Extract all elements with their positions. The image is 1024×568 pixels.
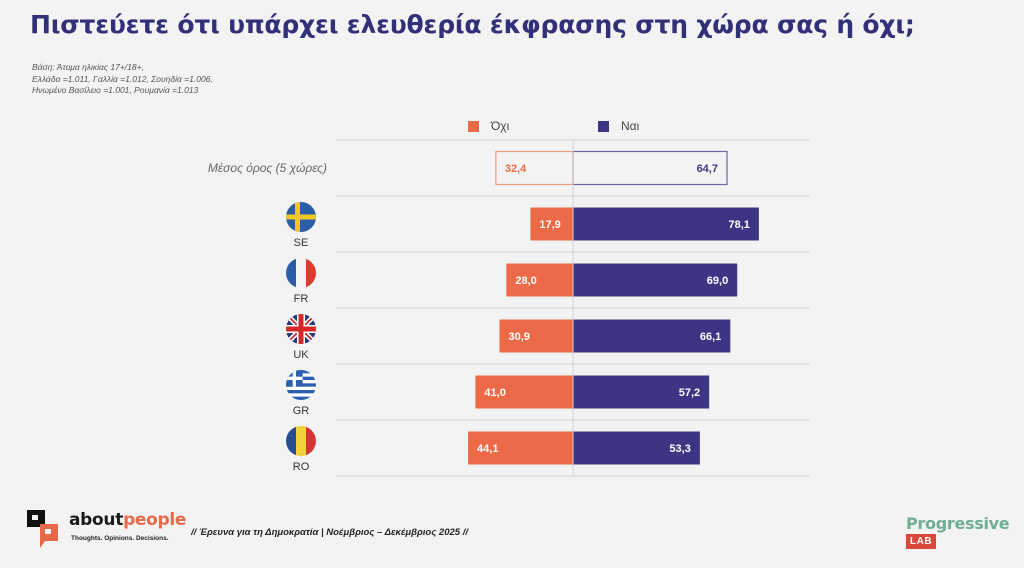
progressive-wordmark: Progressive [906,514,1010,533]
aboutpeople-mark-icon [27,510,58,548]
bar-yes [573,319,731,353]
bar-no [530,207,573,241]
legend-item-yes: Ναι [598,119,639,133]
greece-flag-icon [286,370,316,400]
category-label: UK [293,349,309,361]
data-label-yes: 66,1 [700,331,721,343]
category-label: RO [293,461,310,473]
bar-no [468,431,573,465]
bar-yes [573,431,700,465]
aboutpeople-wordmark: aboutpeople [69,510,187,530]
legend-item-no: Όχι [468,119,509,133]
page-title: Πιστεύετε ότι υπάρχει ελευθερία έκφρασης… [30,10,915,39]
base-line: Ελλάδα =1.011, Γαλλία =1.012, Σουηδία =1… [32,73,213,84]
legend-label-yes: Ναι [621,119,640,133]
aboutpeople-tagline: Thoughts. Opinions. Decisions. [71,535,169,542]
bar-yes [573,263,738,297]
data-label-yes: 69,0 [707,275,728,287]
lab-badge: LAB [906,534,937,549]
category-label-average: Μέσος όρος (5 χώρες) [208,161,327,175]
category-label: FR [294,293,309,305]
base-line: Ηνωμένο Βασίλειο =1.001, Ρουμανία =1.013 [32,85,199,95]
uk-flag-icon [286,314,316,344]
data-label-no: 41,0 [484,387,505,399]
data-label-no: 17,9 [539,219,560,231]
data-label-yes: 57,2 [679,387,700,399]
bar-no [506,263,573,297]
bar-no [475,375,573,409]
data-label-no: 32,4 [505,163,527,175]
category-label: GR [293,405,310,417]
data-label-no: 30,9 [508,331,529,343]
legend-swatch-yes [598,120,609,132]
data-label-no: 44,1 [477,443,498,455]
data-label-yes: 64,7 [697,163,718,175]
sample-base-note: Βάση: Άτομα ηλικίας 17+/18+, Ελλάδα =1.0… [32,62,213,97]
bar-no [499,319,573,353]
sweden-flag-icon [286,202,316,232]
data-label-no: 28,0 [515,275,536,287]
category-label: SE [294,237,309,249]
france-flag-icon [286,258,316,288]
data-label-yes: 78,1 [728,219,749,231]
aboutpeople-logo: aboutpeople Thoughts. Opinions. Decision… [27,510,187,554]
legend-label-no: Όχι [491,119,510,133]
base-line: Βάση: Άτομα ηλικίας 17+/18+, [32,62,144,72]
romania-flag-icon [286,426,316,456]
bar-yes [573,207,759,241]
progressive-lab-logo: Progressive LAB [906,514,1016,556]
survey-note: // Έρευνα για τη Δημοκρατία | Νοέμβριος … [191,527,468,538]
data-label-yes: 53,3 [669,443,690,455]
bar-yes [573,375,710,409]
legend-swatch-no [468,120,479,132]
